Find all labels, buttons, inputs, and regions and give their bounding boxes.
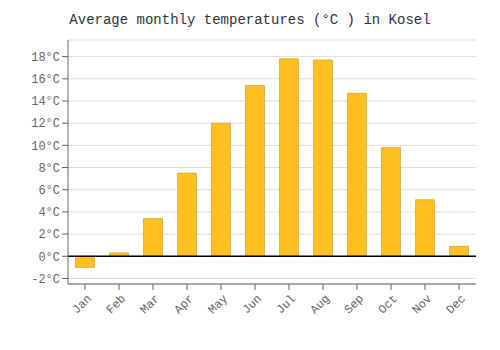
svg-text:10°C: 10°C (31, 140, 60, 154)
svg-text:Oct: Oct (376, 292, 401, 317)
svg-text:2°C: 2°C (38, 228, 60, 242)
svg-text:Nov: Nov (410, 292, 435, 317)
svg-text:Apr: Apr (172, 292, 197, 317)
svg-text:Dec: Dec (444, 292, 469, 317)
svg-text:8°C: 8°C (38, 162, 60, 176)
svg-text:Mar: Mar (138, 292, 163, 317)
html-text:Average monthly temperatures (: Average monthly temperatures (°C ) in Ko… (69, 12, 431, 28)
svg-text:4°C: 4°C (38, 206, 60, 220)
svg-text:14°C: 14°C (31, 95, 60, 109)
svg-text:Jul: Jul (274, 292, 299, 317)
svg-text:Jun: Jun (240, 292, 265, 317)
svg-text:0°C: 0°C (38, 251, 60, 265)
svg-text:Aug: Aug (308, 292, 333, 317)
svg-text:6°C: 6°C (38, 184, 60, 198)
svg-text:Feb: Feb (104, 292, 129, 317)
svg-text:-2°C: -2°C (31, 273, 60, 287)
svg-text:Sep: Sep (342, 292, 367, 317)
svg-text:May: May (206, 292, 231, 317)
svg-text:Jan: Jan (70, 292, 95, 317)
svg-text:12°C: 12°C (31, 117, 60, 131)
svg-text:16°C: 16°C (31, 73, 60, 87)
svg-text:18°C: 18°C (31, 51, 60, 65)
